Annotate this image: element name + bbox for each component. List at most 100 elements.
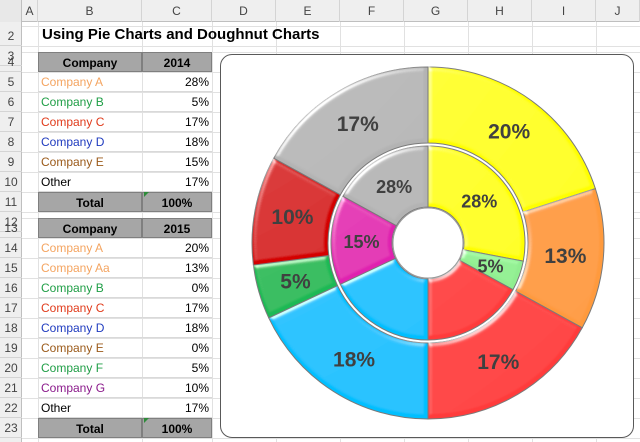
data-label-2014-company-b[interactable]: 5% bbox=[478, 257, 504, 277]
row-header[interactable]: 19 bbox=[0, 338, 22, 358]
value-cell[interactable]: 18% bbox=[142, 318, 212, 338]
company-name-cell[interactable]: Company B bbox=[38, 278, 142, 298]
company-name-cell[interactable]: Company Aa bbox=[38, 258, 142, 278]
row-header[interactable]: 10 bbox=[0, 172, 22, 192]
company-name-cell[interactable]: Company A bbox=[38, 238, 142, 258]
doughnut-hole bbox=[393, 208, 463, 278]
row-header[interactable]: 18 bbox=[0, 318, 22, 338]
table-row: Company D 18% bbox=[38, 132, 212, 152]
table-row: Company C 17% bbox=[38, 112, 212, 132]
value-cell[interactable]: 10% bbox=[142, 378, 212, 398]
value-cell[interactable]: 17% bbox=[142, 298, 212, 318]
column-header-a[interactable]: A bbox=[22, 0, 38, 22]
formula-warning-indicator bbox=[144, 192, 149, 197]
value-cell[interactable]: 17% bbox=[142, 172, 212, 192]
table-row: Other 17% bbox=[38, 172, 212, 192]
row-header[interactable]: 4 bbox=[0, 52, 22, 72]
column-header-b[interactable]: B bbox=[38, 0, 142, 22]
value-cell[interactable]: 15% bbox=[142, 152, 212, 172]
company-name-cell[interactable]: Company D bbox=[38, 318, 142, 338]
value-cell[interactable]: 28% bbox=[142, 72, 212, 92]
company-name-cell[interactable]: Company D bbox=[38, 132, 142, 152]
company-name-cell[interactable]: Company G bbox=[38, 378, 142, 398]
value-cell[interactable]: 0% bbox=[142, 278, 212, 298]
table-row: Company C 17% bbox=[38, 298, 212, 318]
row-header[interactable]: 7 bbox=[0, 112, 22, 132]
doughnut-chart-svg[interactable]: 20% 13% 17% 18% 5% 10% 17% 28% 5% 15% 28% bbox=[221, 55, 635, 439]
value-cell[interactable]: 18% bbox=[142, 132, 212, 152]
column-header-i[interactable]: I bbox=[532, 0, 596, 22]
header-year-cell[interactable]: 2014 bbox=[142, 52, 212, 72]
data-label-2015-company-aa[interactable]: 13% bbox=[544, 245, 586, 268]
company-name-cell[interactable]: Company A bbox=[38, 72, 142, 92]
row-header[interactable]: 17 bbox=[0, 298, 22, 318]
value-cell[interactable]: 17% bbox=[142, 112, 212, 132]
header-year-cell[interactable]: 2015 bbox=[142, 218, 212, 238]
row-header[interactable]: 20 bbox=[0, 358, 22, 378]
row-header[interactable]: 9 bbox=[0, 152, 22, 172]
table-total-row: Total 100% bbox=[38, 418, 212, 438]
doughnut-chart[interactable]: 20% 13% 17% 18% 5% 10% 17% 28% 5% 15% 28% bbox=[220, 54, 634, 438]
column-header-g[interactable]: G bbox=[404, 0, 468, 22]
data-label-2015-company-d[interactable]: 18% bbox=[333, 349, 375, 372]
row-header[interactable]: 22 bbox=[0, 398, 22, 418]
row-header[interactable]: 16 bbox=[0, 278, 22, 298]
row-header[interactable]: 6 bbox=[0, 92, 22, 112]
row-header[interactable]: 2 bbox=[0, 26, 22, 46]
column-header-d[interactable]: D bbox=[212, 0, 276, 22]
company-name-cell[interactable]: Company C bbox=[38, 298, 142, 318]
data-label-2015-company-a[interactable]: 20% bbox=[488, 120, 530, 143]
data-label-2015-company-f[interactable]: 5% bbox=[280, 271, 311, 294]
value-cell[interactable]: 5% bbox=[142, 92, 212, 112]
data-label-2014-other[interactable]: 28% bbox=[376, 177, 412, 197]
company-name-cell[interactable]: Company E bbox=[38, 152, 142, 172]
row-header[interactable]: 14 bbox=[0, 238, 22, 258]
company-name-cell[interactable]: Company E bbox=[38, 338, 142, 358]
value-cell[interactable]: 0% bbox=[142, 338, 212, 358]
data-label-2015-company-g[interactable]: 10% bbox=[271, 206, 313, 229]
row-header[interactable]: 23 bbox=[0, 418, 22, 438]
value-cell[interactable]: 13% bbox=[142, 258, 212, 278]
table-row: Company B 5% bbox=[38, 92, 212, 112]
company-name-cell[interactable]: Other bbox=[38, 398, 142, 418]
column-header-f[interactable]: F bbox=[340, 0, 404, 22]
header-company-cell[interactable]: Company bbox=[38, 218, 142, 238]
company-name-cell[interactable]: Other bbox=[38, 172, 142, 192]
data-label-2014-company-e[interactable]: 15% bbox=[344, 232, 380, 252]
column-header-j[interactable]: J bbox=[596, 0, 640, 22]
row-header[interactable]: 11 bbox=[0, 192, 22, 212]
table-row: Company A 20% bbox=[38, 238, 212, 258]
data-label-2015-company-c[interactable]: 17% bbox=[477, 351, 519, 374]
row-header[interactable]: 5 bbox=[0, 72, 22, 92]
row-header-bar: 2 3 4 5 6 7 8 9 10 11 12 13 14 15 16 17 … bbox=[0, 22, 22, 442]
row-header[interactable]: 21 bbox=[0, 378, 22, 398]
total-label-cell[interactable]: Total bbox=[38, 418, 142, 438]
table-total-row: Total 100% bbox=[38, 192, 212, 212]
data-label-2015-other[interactable]: 17% bbox=[337, 113, 379, 136]
header-company-cell[interactable]: Company bbox=[38, 52, 142, 72]
select-all-corner[interactable] bbox=[0, 0, 22, 22]
total-value-cell[interactable]: 100% bbox=[142, 192, 212, 212]
column-header-bar: A B C D E F G H I J bbox=[0, 0, 640, 22]
value-cell[interactable]: 17% bbox=[142, 398, 212, 418]
table-row: Company E 15% bbox=[38, 152, 212, 172]
column-header-c[interactable]: C bbox=[142, 0, 212, 22]
company-name-cell[interactable]: Company B bbox=[38, 92, 142, 112]
total-value-cell[interactable]: 100% bbox=[142, 418, 212, 438]
table-header-row: Company 2014 bbox=[38, 52, 212, 72]
sheet-title[interactable]: Using Pie Charts and Doughnut Charts bbox=[42, 26, 320, 43]
company-name-cell[interactable]: Company F bbox=[38, 358, 142, 378]
column-header-e[interactable]: E bbox=[276, 0, 340, 22]
value-cell[interactable]: 5% bbox=[142, 358, 212, 378]
row-header[interactable]: 13 bbox=[0, 218, 22, 238]
value-cell[interactable]: 20% bbox=[142, 238, 212, 258]
row-header[interactable]: 15 bbox=[0, 258, 22, 278]
row-header[interactable]: 8 bbox=[0, 132, 22, 152]
table-header-row: Company 2015 bbox=[38, 218, 212, 238]
data-label-2014-company-a[interactable]: 28% bbox=[461, 192, 497, 212]
table-row: Company Aa 13% bbox=[38, 258, 212, 278]
column-header-h[interactable]: H bbox=[468, 0, 532, 22]
table-row: Company E 0% bbox=[38, 338, 212, 358]
company-name-cell[interactable]: Company C bbox=[38, 112, 142, 132]
total-label-cell[interactable]: Total bbox=[38, 192, 142, 212]
